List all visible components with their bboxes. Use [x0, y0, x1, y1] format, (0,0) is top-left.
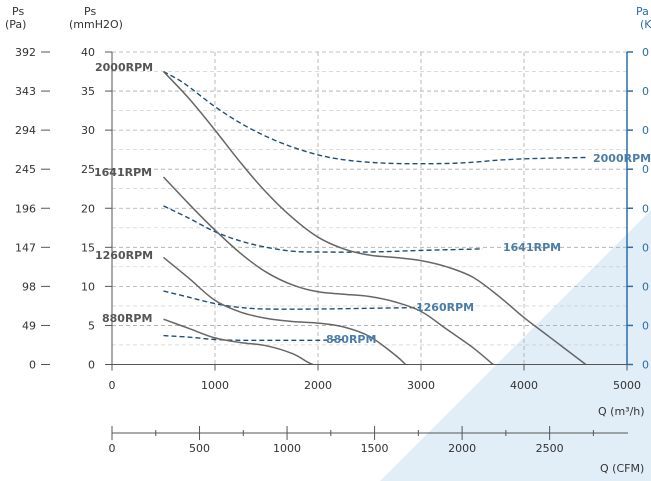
y-pa-tick-label: 196: [15, 202, 36, 215]
power-curve-1641rpm: [163, 205, 483, 253]
power-curves: [163, 70, 586, 342]
pressure-curve-1260rpm: [163, 256, 407, 366]
y-pa-tick-label: 147: [15, 241, 36, 254]
y-power-title-line2: (K: [640, 18, 651, 31]
x-cfm-title: Q (CFM): [600, 462, 644, 475]
power-label-880rpm: 880RPM: [326, 333, 376, 346]
x-m3h-tick-label: 2000: [304, 379, 332, 392]
power-curve-1260rpm: [163, 290, 422, 310]
x-cfm-tick-label: 1000: [273, 442, 301, 455]
x-cfm-tick-label: 2500: [536, 442, 564, 455]
y-power-tick-label: 0: [642, 202, 649, 215]
x-m3h-tick-label: 0: [109, 379, 116, 392]
pressure-curves: [162, 71, 587, 366]
pressure-label-1641rpm: 1641RPM: [94, 166, 152, 179]
pressure-curve-2000rpm: [162, 71, 587, 366]
watermark-shape: [380, 210, 651, 481]
y-pa-tick-label: 392: [15, 46, 36, 59]
x-m3h-tick-label: 4000: [510, 379, 538, 392]
y-mm-tick-label: 40: [81, 46, 95, 59]
y-power-tick-label: 0: [642, 85, 649, 98]
pressure-label-880rpm: 880RPM: [102, 312, 152, 325]
y-power-ticks: 0 0 0 0 0 0 0 0 0: [627, 46, 649, 372]
y-pa-ticks: 0 49 98 147 196 245 294 343 392: [15, 46, 50, 372]
pressure-curve-880rpm: [163, 318, 314, 366]
y-power-tick-label: 0: [642, 163, 649, 176]
power-label-2000rpm: 2000RPM: [593, 152, 651, 165]
y-mm-tick-label: 20: [81, 202, 95, 215]
y-mm-tick-label: 35: [81, 85, 95, 98]
y-mm-tick-label: 30: [81, 124, 95, 137]
power-label-1260rpm: 1260RPM: [416, 301, 474, 314]
x-m3h-tick-label: 3000: [407, 379, 435, 392]
y-power-tick-label: 0: [642, 280, 649, 293]
pressure-curve-1641rpm: [162, 176, 494, 366]
y-power-tick-label: 0: [642, 241, 649, 254]
x-m3h-tick-label: 1000: [201, 379, 229, 392]
y-pa-title-line1: Ps: [12, 5, 24, 18]
pressure-label-1260rpm: 1260RPM: [95, 249, 153, 262]
y-pa-tick-label: 0: [29, 359, 36, 372]
y-pa-tick-label: 294: [15, 124, 36, 137]
y-pa-tick-label: 245: [15, 163, 36, 176]
y-power-tick-label: 0: [642, 46, 649, 59]
y-power-title-line1: Pa: [636, 5, 649, 18]
y-pa-tick-label: 49: [22, 319, 36, 332]
y-mm-tick-label: 0: [88, 359, 95, 372]
x-m3h-ticks: 0 1000 2000 3000 4000 5000: [109, 364, 641, 392]
x-cfm-tick-label: 2000: [448, 442, 476, 455]
y-power-tick-label: 0: [642, 359, 649, 372]
y-mmh2o-title-line1: Ps: [84, 5, 96, 18]
y-pa-title-line2: (Pa): [5, 18, 26, 31]
power-label-1641rpm: 1641RPM: [503, 241, 561, 254]
x-cfm-tick-label: 0: [109, 442, 116, 455]
y-pa-tick-label: 98: [22, 280, 36, 293]
x-cfm-tick-label: 500: [189, 442, 210, 455]
x-cfm-tick-label: 1500: [361, 442, 389, 455]
power-curve-880rpm: [163, 334, 344, 342]
y-pa-tick-label: 343: [15, 85, 36, 98]
pressure-label-2000rpm: 2000RPM: [95, 61, 153, 74]
y-mmh2o-ticks: 0 5 10 15 20 25 30 35 40: [81, 46, 112, 372]
y-mm-tick-label: 10: [81, 280, 95, 293]
y-mm-tick-label: 25: [81, 163, 95, 176]
y-power-tick-label: 0: [642, 319, 649, 332]
x-cfm-ticks: 0 500 1000 1500 2000 2500: [109, 426, 594, 455]
x-m3h-title: Q (m³/h): [598, 405, 645, 418]
y-mm-tick-label: 15: [81, 241, 95, 254]
y-mmh2o-title-line2: (mmH2O): [69, 18, 123, 31]
y-mm-tick-label: 5: [88, 319, 95, 332]
y-power-tick-label: 0: [642, 124, 649, 137]
x-m3h-tick-label: 5000: [613, 379, 641, 392]
power-curve-2000rpm: [163, 70, 586, 165]
